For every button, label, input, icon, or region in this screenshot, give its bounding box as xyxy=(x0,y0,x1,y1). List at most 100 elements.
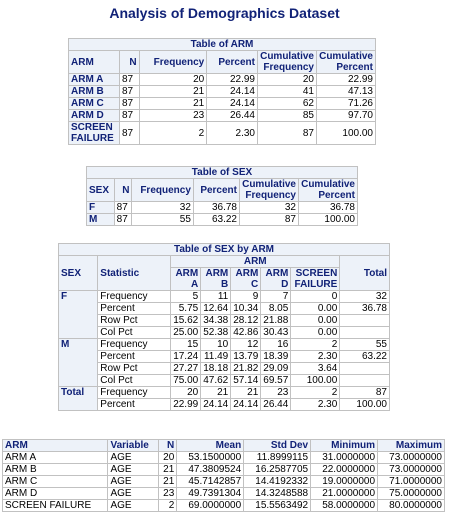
table-cell: 8.05 xyxy=(260,302,292,315)
table-cell: 58.0000000 xyxy=(310,499,379,512)
table-row: Row Pct 15.62 34.38 28.12 21.88 0.00 xyxy=(59,314,390,327)
table-cell: 20 xyxy=(157,451,178,464)
table-cell: 73.0000000 xyxy=(377,463,445,476)
table-cell: 2 xyxy=(290,338,341,351)
report-title: Analysis of Demographics Dataset xyxy=(109,5,340,21)
statistic-label: Percent xyxy=(97,350,172,363)
table-cell: 19.0000000 xyxy=(310,475,379,488)
arm-frequency-table: Table of ARM ARM N Frequency Percent Cum… xyxy=(68,38,376,145)
table-cell: 22.99 xyxy=(316,73,376,86)
table-cell: 23 xyxy=(157,487,178,500)
table-cell: 87 xyxy=(119,121,140,145)
table-cell: 28.12 xyxy=(230,314,262,327)
table-cell: AGE xyxy=(107,451,159,464)
table-cell: 11.8999115 xyxy=(243,451,312,464)
table-cell: 63.22 xyxy=(339,350,390,363)
table-cell: AGE xyxy=(107,499,159,512)
column-header: Cumulative Percent xyxy=(316,50,376,74)
column-header: ARM xyxy=(1,439,109,452)
table-cell: 75.00 xyxy=(170,374,202,387)
column-header: Std Dev xyxy=(243,439,312,452)
table-cell: 7 xyxy=(260,290,292,303)
row-group-label: M xyxy=(57,338,99,387)
table-row: Percent 5.75 12.64 10.34 8.05 0.00 36.78 xyxy=(59,302,390,315)
table-cell: 87 xyxy=(119,97,140,110)
table-cell: 21.82 xyxy=(230,362,262,375)
table-cell xyxy=(339,374,390,387)
column-header: Cumulative Frequency xyxy=(239,178,299,202)
statistic-label: Frequency xyxy=(97,290,172,303)
table-cell: 87 xyxy=(257,121,317,145)
table-cell: 24.14 xyxy=(230,398,262,411)
table-cell: 36.78 xyxy=(339,302,390,315)
table-cell: 36.78 xyxy=(192,201,241,214)
column-header: Variable xyxy=(107,439,159,452)
table-cell: 0.00 xyxy=(290,302,341,315)
table-cell: 87 xyxy=(119,73,140,86)
table-cell: 63.22 xyxy=(192,213,241,226)
table-cell: 55 xyxy=(131,213,194,226)
table-cell: 31.0000000 xyxy=(310,451,379,464)
table-cell: 2.30 xyxy=(290,350,341,363)
table-row: Row Pct 27.27 18.18 21.82 29.09 3.64 xyxy=(59,362,390,375)
table-cell: 87 xyxy=(239,213,299,226)
table-cell: 2 xyxy=(157,499,178,512)
table-cell: 11 xyxy=(200,290,232,303)
column-header: SEX xyxy=(86,178,115,202)
table-cell: 41 xyxy=(257,85,317,98)
row-label: M xyxy=(86,213,115,226)
column-header: Minimum xyxy=(310,439,379,452)
table-cell: 21.88 xyxy=(260,314,292,327)
column-header: Maximum xyxy=(377,439,445,452)
table-cell: 2 xyxy=(138,121,208,145)
table-cell: 71.26 xyxy=(316,97,376,110)
table-cell: 5.75 xyxy=(170,302,202,315)
table-cell: 21 xyxy=(157,463,178,476)
column-header: Mean xyxy=(176,439,245,452)
table-cell: 3.64 xyxy=(290,362,341,375)
table-cell: 47.62 xyxy=(200,374,232,387)
table-cell: 15.62 xyxy=(170,314,202,327)
table-cell: 21 xyxy=(230,386,262,399)
table-cell: 14.4192332 xyxy=(243,475,312,488)
table-cell: 47.3809524 xyxy=(176,463,245,476)
table-cell: 62 xyxy=(257,97,317,110)
table-cell: 32 xyxy=(339,290,390,303)
table-row: SCREEN FAILURE AGE 2 69.0000000 15.55634… xyxy=(1,499,445,512)
statistic-label: Percent xyxy=(97,302,172,315)
table-cell: 34.38 xyxy=(200,314,232,327)
table-row: ARM B 87 21 24.14 41 47.13 xyxy=(68,85,376,98)
column-header: ARM xyxy=(68,50,120,74)
table-caption: Table of SEX xyxy=(86,166,358,179)
table-row: F 87 32 36.78 32 36.78 xyxy=(86,201,358,214)
table-caption: Table of ARM xyxy=(68,38,376,51)
table-cell: 2.30 xyxy=(206,121,258,145)
column-header: Statistic xyxy=(97,255,172,291)
table-cell: 24.14 xyxy=(206,85,258,98)
table-cell: 22.0000000 xyxy=(310,463,379,476)
table-cell: 75.0000000 xyxy=(377,487,445,500)
table-cell: 55 xyxy=(339,338,390,351)
table-cell: 22.99 xyxy=(170,398,202,411)
table-cell: 22.99 xyxy=(206,73,258,86)
table-cell: AGE xyxy=(107,487,159,500)
table-cell: 18.39 xyxy=(260,350,292,363)
table-cell xyxy=(339,362,390,375)
table-row: Total Frequency 20 21 21 23 2 87 xyxy=(57,386,390,411)
row-group-label: F xyxy=(57,290,99,339)
table-cell: 21.0000000 xyxy=(310,487,379,500)
table-row: M 87 55 63.22 87 100.00 xyxy=(86,213,358,226)
table-row: Percent 17.24 11.49 13.79 18.39 2.30 63.… xyxy=(59,350,390,363)
table-cell: 87 xyxy=(119,109,140,122)
table-cell: 100.00 xyxy=(339,398,390,411)
table-cell: 49.7391304 xyxy=(176,487,245,500)
statistic-label: Col Pct xyxy=(97,326,172,339)
column-header: Total xyxy=(339,255,390,291)
table-cell: 26.44 xyxy=(260,398,292,411)
row-label: F xyxy=(86,201,115,214)
table-cell: 20 xyxy=(138,73,208,86)
table-cell: 73.0000000 xyxy=(377,451,445,464)
table-row: F Frequency 5 11 9 7 0 32 xyxy=(57,290,390,339)
table-row: ARM D 87 23 26.44 85 97.70 xyxy=(68,109,376,122)
table-cell: 97.70 xyxy=(316,109,376,122)
